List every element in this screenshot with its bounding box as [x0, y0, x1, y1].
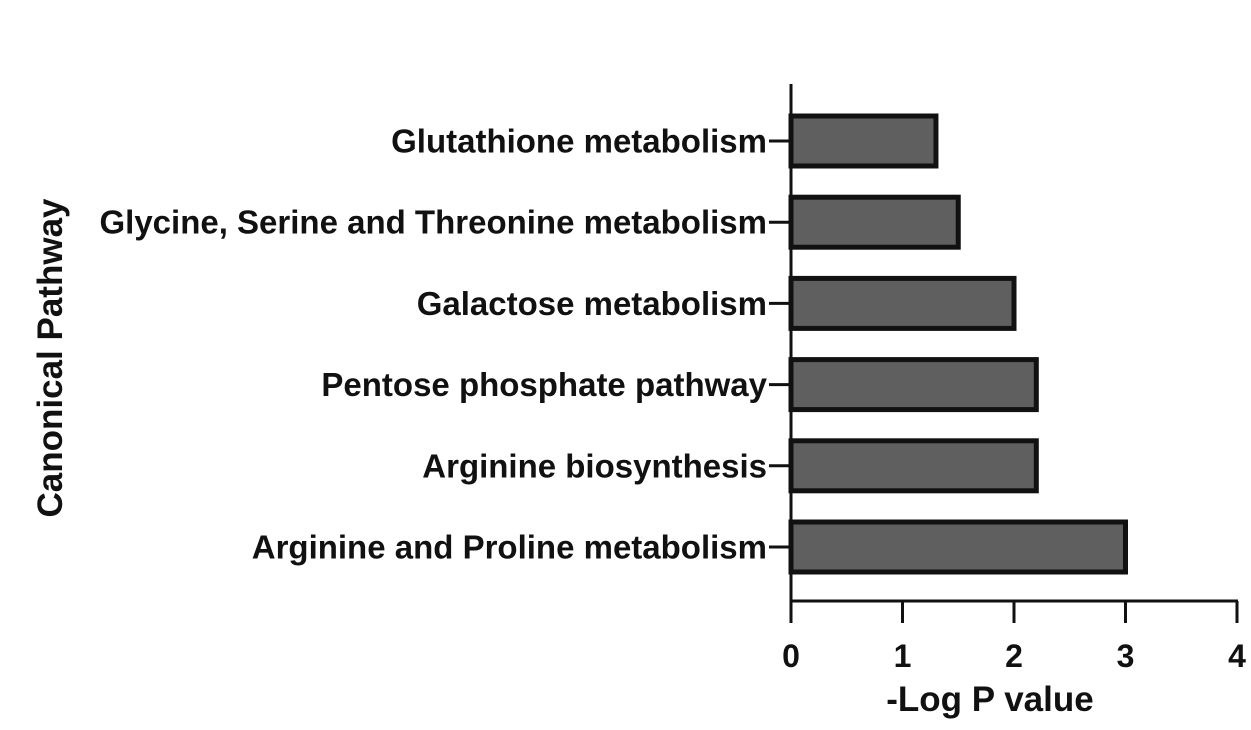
category-label: Pentose phosphate pathway: [321, 366, 767, 403]
axes: [769, 84, 1239, 623]
category-label: Glycine, Serine and Threonine metabolism: [99, 204, 767, 241]
category-label: Arginine and Proline metabolism: [252, 529, 767, 566]
x-tick-label: 1: [894, 638, 912, 674]
bar-1: [788, 113, 939, 169]
category-labels: Glutathione metabolism Glycine, Serine an…: [99, 123, 767, 566]
category-label: Glutathione metabolism: [391, 123, 767, 160]
x-axis-title: -Log P value: [886, 680, 1093, 719]
y-axis-title: Canonical Pathway: [31, 198, 70, 518]
bar-5: [788, 438, 1039, 494]
x-tick-label: 0: [782, 638, 800, 674]
x-tick-label: 4: [1228, 638, 1246, 674]
x-tick-label: 3: [1117, 638, 1135, 674]
x-tick-labels: 0 1 2 3 4: [782, 638, 1246, 674]
x-tick-label: 2: [1005, 638, 1023, 674]
bar-3: [788, 275, 1017, 331]
bar-6: [788, 519, 1128, 575]
category-label: Galactose metabolism: [417, 285, 767, 322]
category-label: Arginine biosynthesis: [422, 447, 767, 484]
bar-2: [788, 194, 961, 250]
bar-4: [788, 357, 1039, 413]
bars: [788, 113, 1128, 575]
